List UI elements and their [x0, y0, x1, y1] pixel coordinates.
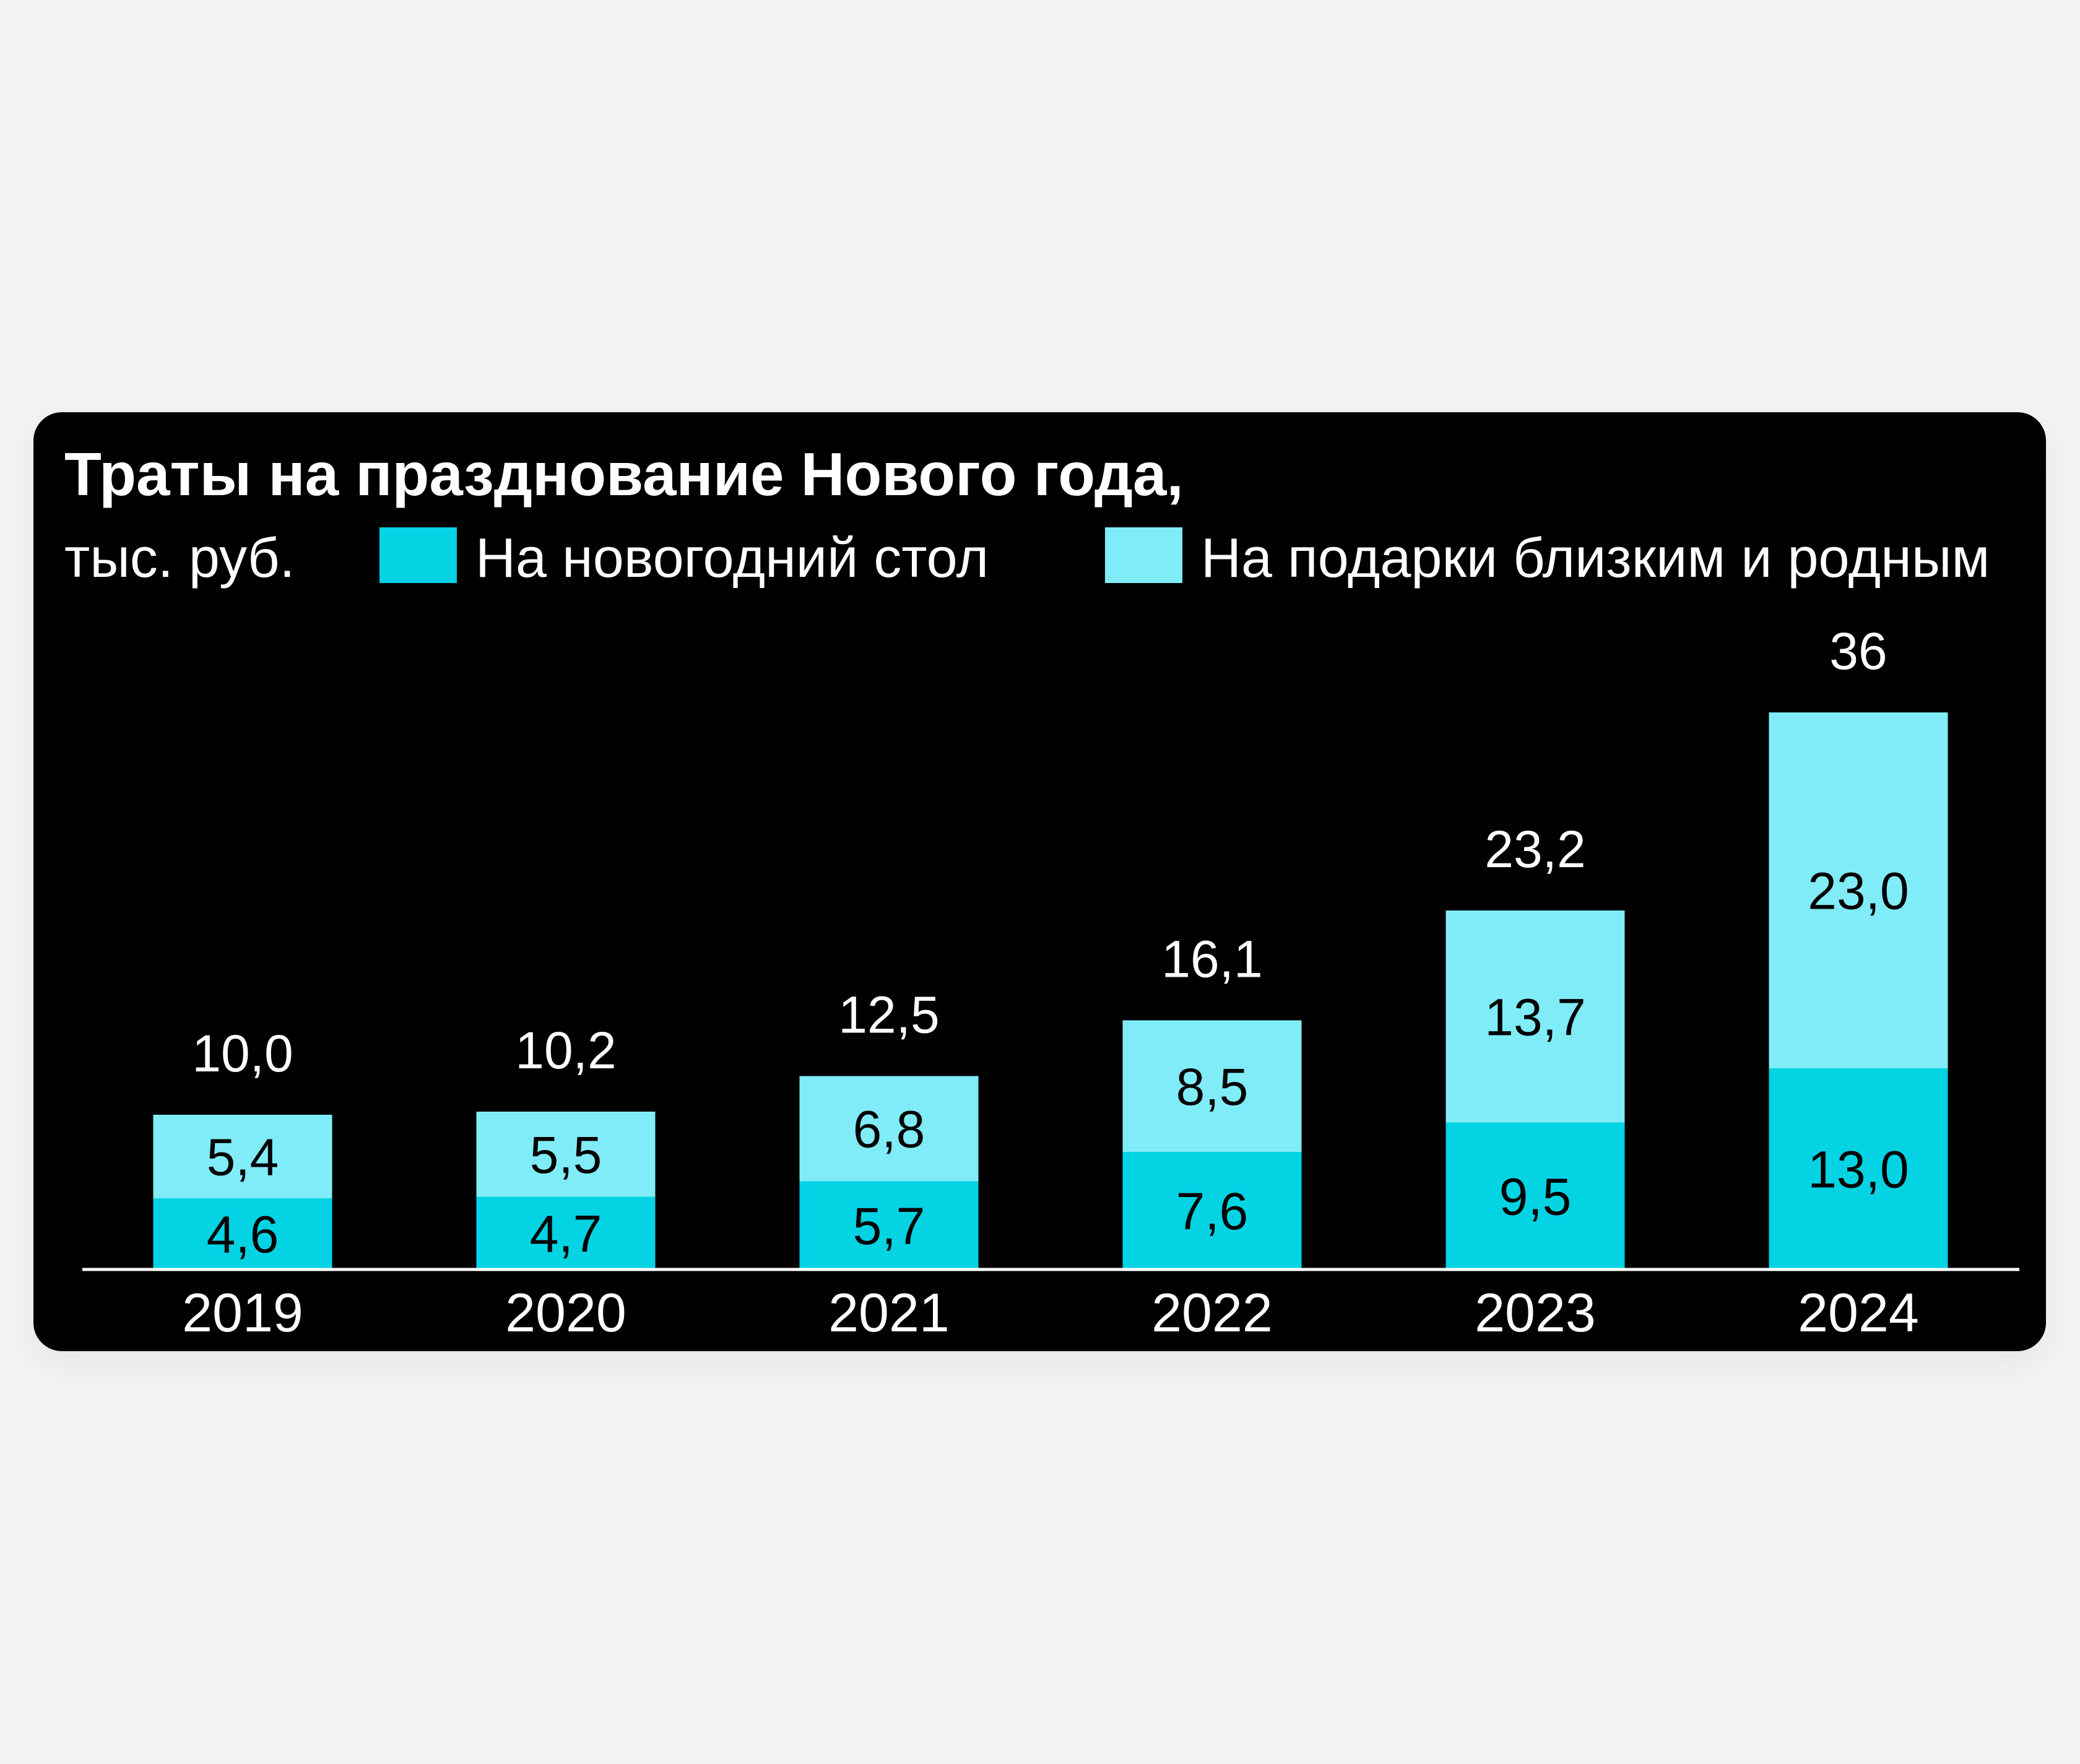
x-tick-label: 2021	[828, 1282, 950, 1343]
legend-swatch-gifts	[1105, 527, 1182, 583]
segment-label: 7,6	[1176, 1182, 1249, 1240]
x-tick-label: 2023	[1475, 1282, 1596, 1343]
bar-segment	[1769, 712, 1948, 1068]
bar-segment	[153, 1115, 332, 1198]
bar-segment	[799, 1181, 979, 1269]
total-label: 12,5	[838, 986, 940, 1044]
x-tick-label: 2024	[1798, 1282, 1919, 1343]
bar-segment	[1122, 1020, 1302, 1152]
legend-label-gifts: На подарки близким и родным	[1201, 527, 1990, 589]
total-label: 36	[1829, 622, 1887, 680]
bar-segment	[799, 1076, 979, 1182]
segment-label: 5,7	[853, 1197, 925, 1255]
x-tick-label: 2022	[1151, 1282, 1273, 1343]
bar-segment	[1769, 1068, 1948, 1269]
x-tick-label: 2020	[505, 1282, 626, 1343]
segment-label: 4,7	[530, 1204, 602, 1263]
segment-label: 8,5	[1176, 1058, 1249, 1116]
chart-card	[33, 412, 2046, 1351]
segment-label: 13,7	[1484, 988, 1586, 1046]
segment-label: 13,0	[1808, 1141, 1909, 1199]
bar-segment	[1445, 910, 1625, 1123]
unit-label: тыс. руб.	[64, 527, 295, 589]
total-label: 10,0	[192, 1024, 293, 1083]
bar-segment	[153, 1198, 332, 1269]
segment-label: 23,0	[1808, 862, 1909, 920]
legend-swatch-table	[379, 527, 457, 583]
bar-segment	[476, 1112, 656, 1197]
legend-label-table: На новогодний стол	[475, 527, 989, 589]
x-tick-label: 2019	[182, 1282, 303, 1343]
bar-segment	[1445, 1122, 1625, 1269]
segment-label: 5,4	[207, 1128, 279, 1187]
chart-title: Траты на празднование Нового года,	[64, 440, 1184, 508]
segment-label: 6,8	[853, 1100, 925, 1159]
bar-segment	[476, 1196, 656, 1269]
segment-label: 9,5	[1499, 1167, 1572, 1226]
total-label: 16,1	[1161, 930, 1263, 988]
segment-label: 4,6	[207, 1206, 279, 1264]
segment-label: 5,5	[530, 1126, 602, 1184]
total-label: 23,2	[1484, 820, 1586, 878]
bar-segment	[1122, 1152, 1302, 1269]
total-label: 10,2	[515, 1021, 617, 1079]
